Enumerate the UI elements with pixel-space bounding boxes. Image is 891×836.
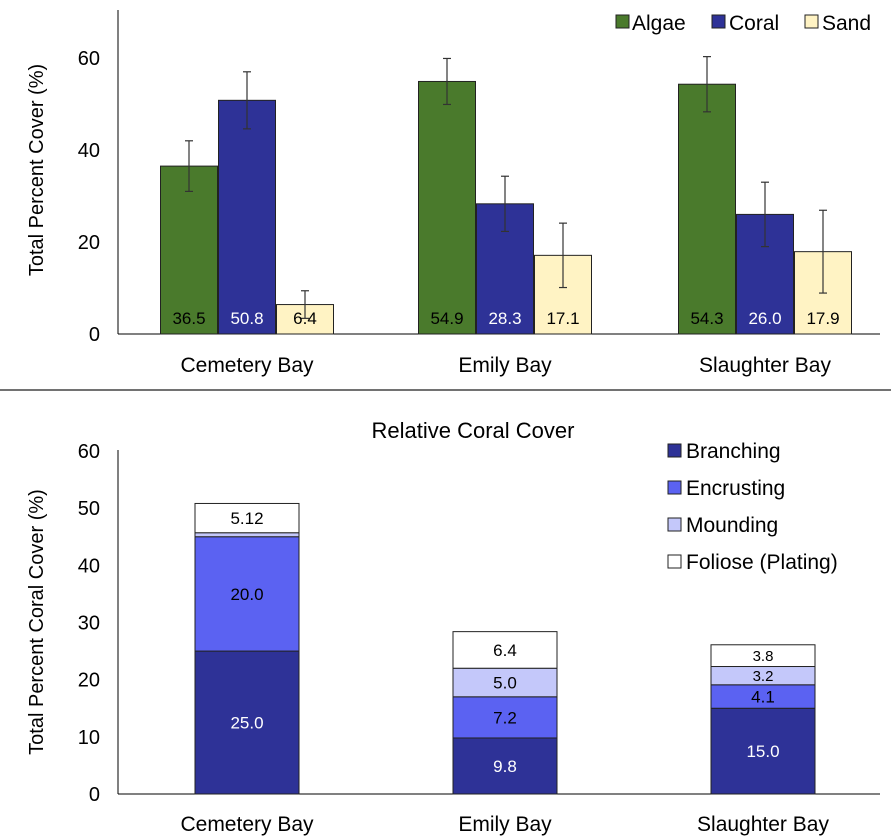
data-label-sand: 6.4 <box>293 309 317 328</box>
legend-item-coral: Coral <box>711 12 779 35</box>
segment-label-mounding: 5.0 <box>493 674 517 693</box>
segment-label-branching: 25.0 <box>230 714 263 733</box>
segment-mounding-cemetery-bay <box>194 532 300 538</box>
top-y-tick-label: 40 <box>78 140 100 162</box>
bar-algae-emily-bay <box>418 80 476 335</box>
legend-label-algae: Algae <box>632 12 686 35</box>
bottom-y-tick-label: 10 <box>78 727 100 749</box>
top-legend: Algae Coral Sand <box>615 12 871 35</box>
legend-label-sand: Sand <box>822 12 871 35</box>
legend-swatch-mounding <box>667 517 682 532</box>
segment-label-branching: 15.0 <box>746 742 779 761</box>
legend-item-encrusting: Encrusting <box>667 477 785 500</box>
bottom-y-tick-label: 60 <box>78 441 100 463</box>
segment-branching-slaughter-bay <box>710 707 816 795</box>
segment-label-branching: 9.8 <box>493 757 517 776</box>
legend-swatch-branching <box>667 443 682 458</box>
legend-swatch-algae <box>615 14 630 29</box>
data-label-algae: 36.5 <box>172 309 205 328</box>
legend-label-branching: Branching <box>686 440 781 463</box>
bottom-category-label: Slaughter Bay <box>697 813 829 836</box>
legend-swatch-foliose <box>667 554 682 569</box>
bottom-stacked-chart: Relative Coral Cover Total Percent Coral… <box>0 389 891 836</box>
bar-coral-cemetery-bay <box>218 99 276 335</box>
bottom-y-tick-label: 0 <box>89 784 100 806</box>
bar-algae-slaughter-bay <box>678 83 736 335</box>
segment-foliose-plating-cemetery-bay <box>194 502 300 534</box>
segment-foliose-plating-slaughter-bay <box>710 644 816 668</box>
legend-item-sand: Sand <box>804 12 871 35</box>
bottom-chart-title: Relative Coral Cover <box>372 418 575 443</box>
data-label-algae: 54.9 <box>430 309 463 328</box>
segment-label-foliose-plating: 6.4 <box>493 641 517 660</box>
bar-algae-cemetery-bay <box>160 165 218 335</box>
legend-label-encrusting: Encrusting <box>686 477 785 500</box>
legend-item-algae: Algae <box>615 12 686 35</box>
data-label-coral: 26.0 <box>748 309 781 328</box>
data-label-algae: 54.3 <box>690 309 723 328</box>
segment-label-mounding: 3.2 <box>753 668 774 685</box>
top-category-label: Slaughter Bay <box>699 354 831 377</box>
bottom-y-tick-label: 20 <box>78 670 100 692</box>
data-label-coral: 50.8 <box>230 309 263 328</box>
legend-item-branching: Branching <box>667 440 781 463</box>
bottom-legend: Branching Encrusting Mounding Foliose (P… <box>667 440 838 574</box>
top-plot-area: 0 20 40 60 Cemetery Bay 36.5 50.8 6.4 Emily Bay 5… <box>78 10 880 377</box>
segment-label-encrusting: 7.2 <box>493 709 517 728</box>
segment-branching-cemetery-bay <box>194 650 300 795</box>
top-y-tick-label: 60 <box>78 48 100 70</box>
legend-swatch-sand <box>804 14 819 29</box>
segment-branching-emily-bay <box>452 737 558 795</box>
segment-encrusting-cemetery-bay <box>194 536 300 652</box>
top-y-tick-label: 20 <box>78 232 100 254</box>
top-bar-chart: Total Percent Cover (%) 0 20 40 60 Cemetery … <box>26 10 880 377</box>
legend-swatch-encrusting <box>667 480 682 495</box>
top-category-label: Cemetery Bay <box>180 354 314 377</box>
legend-label-coral: Coral <box>729 12 779 35</box>
bottom-category-label: Emily Bay <box>458 813 552 836</box>
segment-label-foliose-plating: 5.12 <box>230 509 263 528</box>
data-label-coral: 28.3 <box>488 309 521 328</box>
legend-label-foliose: Foliose (Plating) <box>686 551 838 574</box>
bottom-y-tick-label: 40 <box>78 555 100 577</box>
top-category-label: Emily Bay <box>458 354 552 377</box>
bottom-y-axis-label: Total Percent Coral Cover (%) <box>26 489 48 755</box>
data-label-sand: 17.1 <box>546 309 579 328</box>
bottom-plot-area: 0 10 20 30 40 50 60 Cemetery Bay 25.0 20.0 5.12 Emi… <box>78 441 880 836</box>
top-y-tick-label: 0 <box>89 324 100 346</box>
segment-label-encrusting: 4.1 <box>751 688 775 707</box>
data-label-sand: 17.9 <box>806 309 839 328</box>
legend-item-foliose: Foliose (Plating) <box>667 551 838 574</box>
bottom-category-label: Cemetery Bay <box>180 813 314 836</box>
segment-foliose-plating-emily-bay <box>452 631 558 669</box>
legend-label-mounding: Mounding <box>686 514 778 537</box>
legend-item-mounding: Mounding <box>667 514 778 537</box>
top-y-axis-label: Total Percent Cover (%) <box>26 64 48 276</box>
segment-encrusting-emily-bay <box>452 696 558 739</box>
segment-label-encrusting: 20.0 <box>230 585 263 604</box>
bottom-y-tick-label: 30 <box>78 612 100 634</box>
segment-label-foliose-plating: 3.8 <box>753 648 774 665</box>
legend-swatch-coral <box>711 14 726 29</box>
bottom-y-tick-label: 50 <box>78 498 100 520</box>
